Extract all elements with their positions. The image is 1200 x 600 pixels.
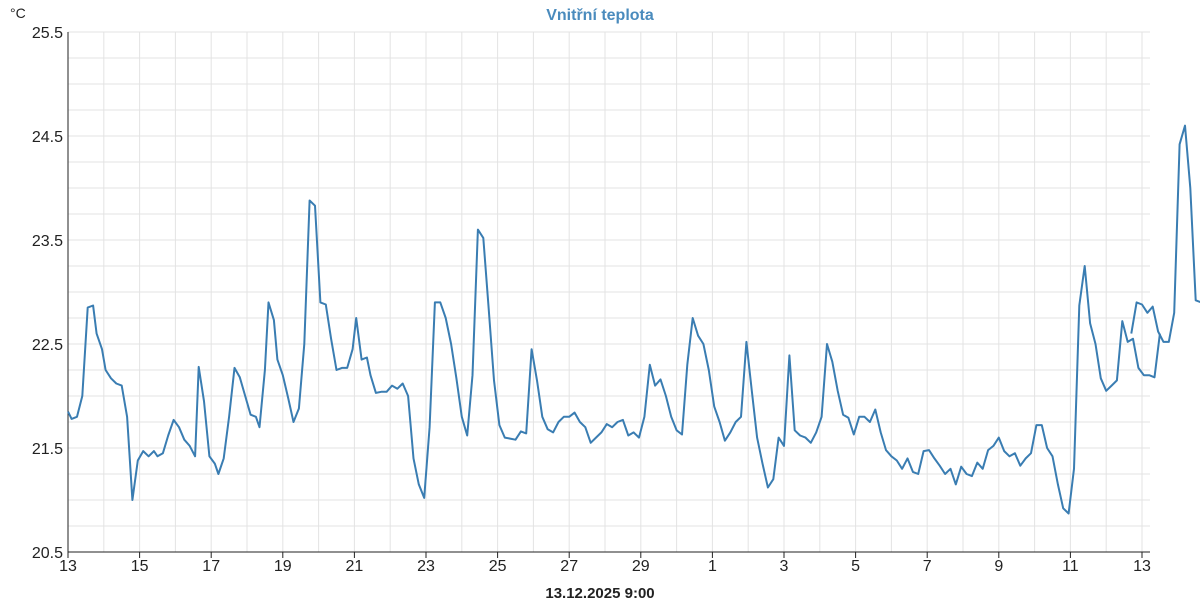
x-tick-label: 15 [131, 558, 149, 575]
x-tick-label: 7 [923, 558, 932, 575]
horizontal-gridlines [68, 31, 1150, 553]
y-tick-label: 25.5 [32, 25, 63, 42]
y-axis-unit: °C [10, 5, 26, 21]
y-tick-label: 24.5 [32, 129, 63, 146]
x-tick-label: 17 [202, 558, 220, 575]
x-tick-label: 3 [780, 558, 789, 575]
x-tick-label: 9 [994, 558, 1003, 575]
x-tick-label: 13 [59, 558, 77, 575]
series-line [1130, 124, 1200, 343]
x-axis-label: 13.12.2025 9:00 [545, 585, 654, 600]
y-tick-label: 20.5 [32, 545, 63, 562]
y-tick-label: 21.5 [32, 441, 63, 458]
x-tick-label: 25 [489, 558, 507, 575]
x-tick-label: 1 [708, 558, 717, 575]
y-tick-label: 22.5 [32, 337, 63, 354]
y-tick-labels: 20.5 21.5 22.5 23.5 24.5 25.5 [32, 25, 63, 562]
x-tick-labels: 13 15 17 19 21 23 25 27 29 1 3 5 7 9 11 13 [59, 552, 1151, 575]
chart-title: Vnitřní teplota [546, 7, 654, 24]
axes [67, 32, 1150, 558]
x-tick-label: 21 [346, 558, 364, 575]
x-tick-label: 27 [560, 558, 578, 575]
x-tick-label: 11 [1062, 558, 1079, 575]
y-tick-label: 23.5 [32, 233, 63, 250]
series-line [67, 199, 1161, 515]
series-lines [67, 124, 1200, 515]
x-tick-label: 23 [417, 558, 435, 575]
x-tick-label: 19 [274, 558, 292, 575]
x-tick-label: 13 [1133, 558, 1151, 575]
x-tick-label: 5 [851, 558, 860, 575]
x-tick-label: 29 [632, 558, 650, 575]
